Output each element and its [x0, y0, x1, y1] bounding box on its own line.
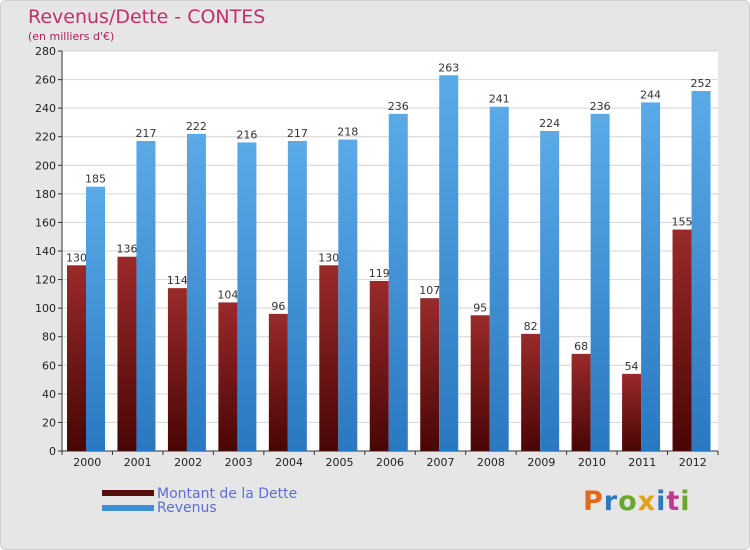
proxiti-logo: Proxiti [583, 486, 691, 517]
revenue-bar [338, 139, 358, 452]
revenue-data-label: 217 [135, 127, 156, 140]
x-tick-label: 2000 [73, 456, 101, 469]
revenue-bar [136, 141, 156, 451]
logo-letter: o [618, 486, 638, 517]
debt-bar [67, 265, 86, 451]
debt-bar [622, 373, 642, 451]
y-tick-label: 40 [42, 388, 56, 401]
y-tick-label: 240 [35, 102, 56, 115]
revenue-data-label: 218 [337, 126, 358, 139]
revenue-bar [489, 106, 509, 451]
revenue-bar [388, 113, 408, 451]
debt-bar [268, 313, 288, 451]
debt-data-label: 130 [318, 251, 339, 264]
x-tick-label: 2008 [477, 456, 505, 469]
debt-data-label: 54 [625, 360, 639, 373]
debt-data-label: 130 [66, 251, 87, 264]
debt-data-label: 114 [167, 274, 188, 287]
y-tick-label: 220 [35, 131, 56, 144]
debt-bar [470, 315, 490, 451]
y-tick-label: 200 [35, 159, 56, 172]
revenue-bar [691, 91, 711, 451]
logo-letter: r [603, 486, 619, 517]
revenue-data-label: 217 [287, 127, 308, 140]
x-tick-label: 2006 [376, 456, 404, 469]
legend-swatch-revenue [102, 505, 154, 511]
revenue-bar [590, 113, 610, 451]
revenue-bar [86, 186, 105, 451]
revenue-bar [439, 75, 459, 452]
x-tick-label: 2001 [124, 456, 152, 469]
y-tick-label: 140 [35, 245, 56, 258]
y-tick-label: 60 [42, 359, 56, 372]
debt-data-label: 107 [419, 284, 440, 297]
revenue-data-label: 236 [590, 100, 611, 113]
debt-bar [369, 281, 389, 451]
x-tick-label: 2003 [225, 456, 253, 469]
debt-bar [521, 333, 541, 451]
x-tick-label: 2005 [326, 456, 354, 469]
logo-letter: i [680, 486, 691, 517]
x-tick-label: 2011 [628, 456, 656, 469]
revenue-data-label: 216 [236, 128, 257, 141]
revenue-bar [641, 102, 661, 451]
debt-data-label: 136 [116, 243, 137, 256]
y-tick-label: 0 [49, 445, 56, 458]
revenue-data-label: 263 [438, 61, 459, 74]
logo-letter: t [666, 486, 681, 517]
logo-letter: x [637, 486, 657, 517]
x-tick-label: 2010 [578, 456, 606, 469]
y-tick-label: 280 [35, 45, 56, 58]
debt-data-label: 95 [473, 301, 487, 314]
x-tick-label: 2012 [679, 456, 707, 469]
revenue-bar [186, 133, 206, 451]
chart-title: Revenus/Dette - CONTES [28, 6, 266, 28]
x-tick-label: 2002 [174, 456, 202, 469]
revenue-data-label: 224 [539, 117, 560, 130]
logo-letter: i [656, 486, 667, 517]
y-tick-label: 260 [35, 74, 56, 87]
legend-label-debt: Montant de la Dette [157, 486, 298, 502]
revenue-bar [237, 142, 257, 451]
revenue-data-label: 222 [186, 120, 207, 133]
revenue-bar [287, 141, 307, 451]
y-tick-label: 20 [42, 416, 56, 429]
revenue-data-label: 252 [691, 77, 712, 90]
revenue-data-label: 241 [489, 93, 510, 106]
debt-data-label: 119 [369, 267, 390, 280]
y-tick-label: 80 [42, 331, 56, 344]
x-tick-label: 2004 [275, 456, 303, 469]
revenue-bar [540, 131, 560, 451]
debt-bar [672, 229, 692, 451]
debt-bar [117, 256, 137, 451]
debt-bar [319, 265, 339, 451]
revenue-data-label: 244 [640, 88, 661, 101]
x-tick-label: 2007 [426, 456, 454, 469]
debt-data-label: 155 [672, 216, 693, 229]
revenue-data-label: 236 [388, 100, 409, 113]
chart-subtitle: (en milliers d'€) [28, 30, 115, 43]
y-tick-label: 120 [35, 274, 56, 287]
debt-bar [571, 353, 591, 451]
y-tick-label: 160 [35, 216, 56, 229]
legend-label-revenue: Revenus [157, 500, 217, 516]
debt-bar [420, 298, 440, 451]
debt-bar [218, 302, 238, 451]
logo-letter: P [583, 486, 604, 517]
revenue-data-label: 185 [85, 173, 106, 186]
debt-bar [167, 288, 187, 451]
x-tick-label: 2009 [527, 456, 555, 469]
debt-data-label: 96 [271, 300, 285, 313]
legend-swatch-debt [102, 490, 154, 496]
debt-data-label: 68 [574, 340, 588, 353]
debt-data-label: 104 [217, 288, 238, 301]
y-tick-label: 180 [35, 188, 56, 201]
y-tick-label: 100 [35, 302, 56, 315]
debt-data-label: 82 [524, 320, 538, 333]
